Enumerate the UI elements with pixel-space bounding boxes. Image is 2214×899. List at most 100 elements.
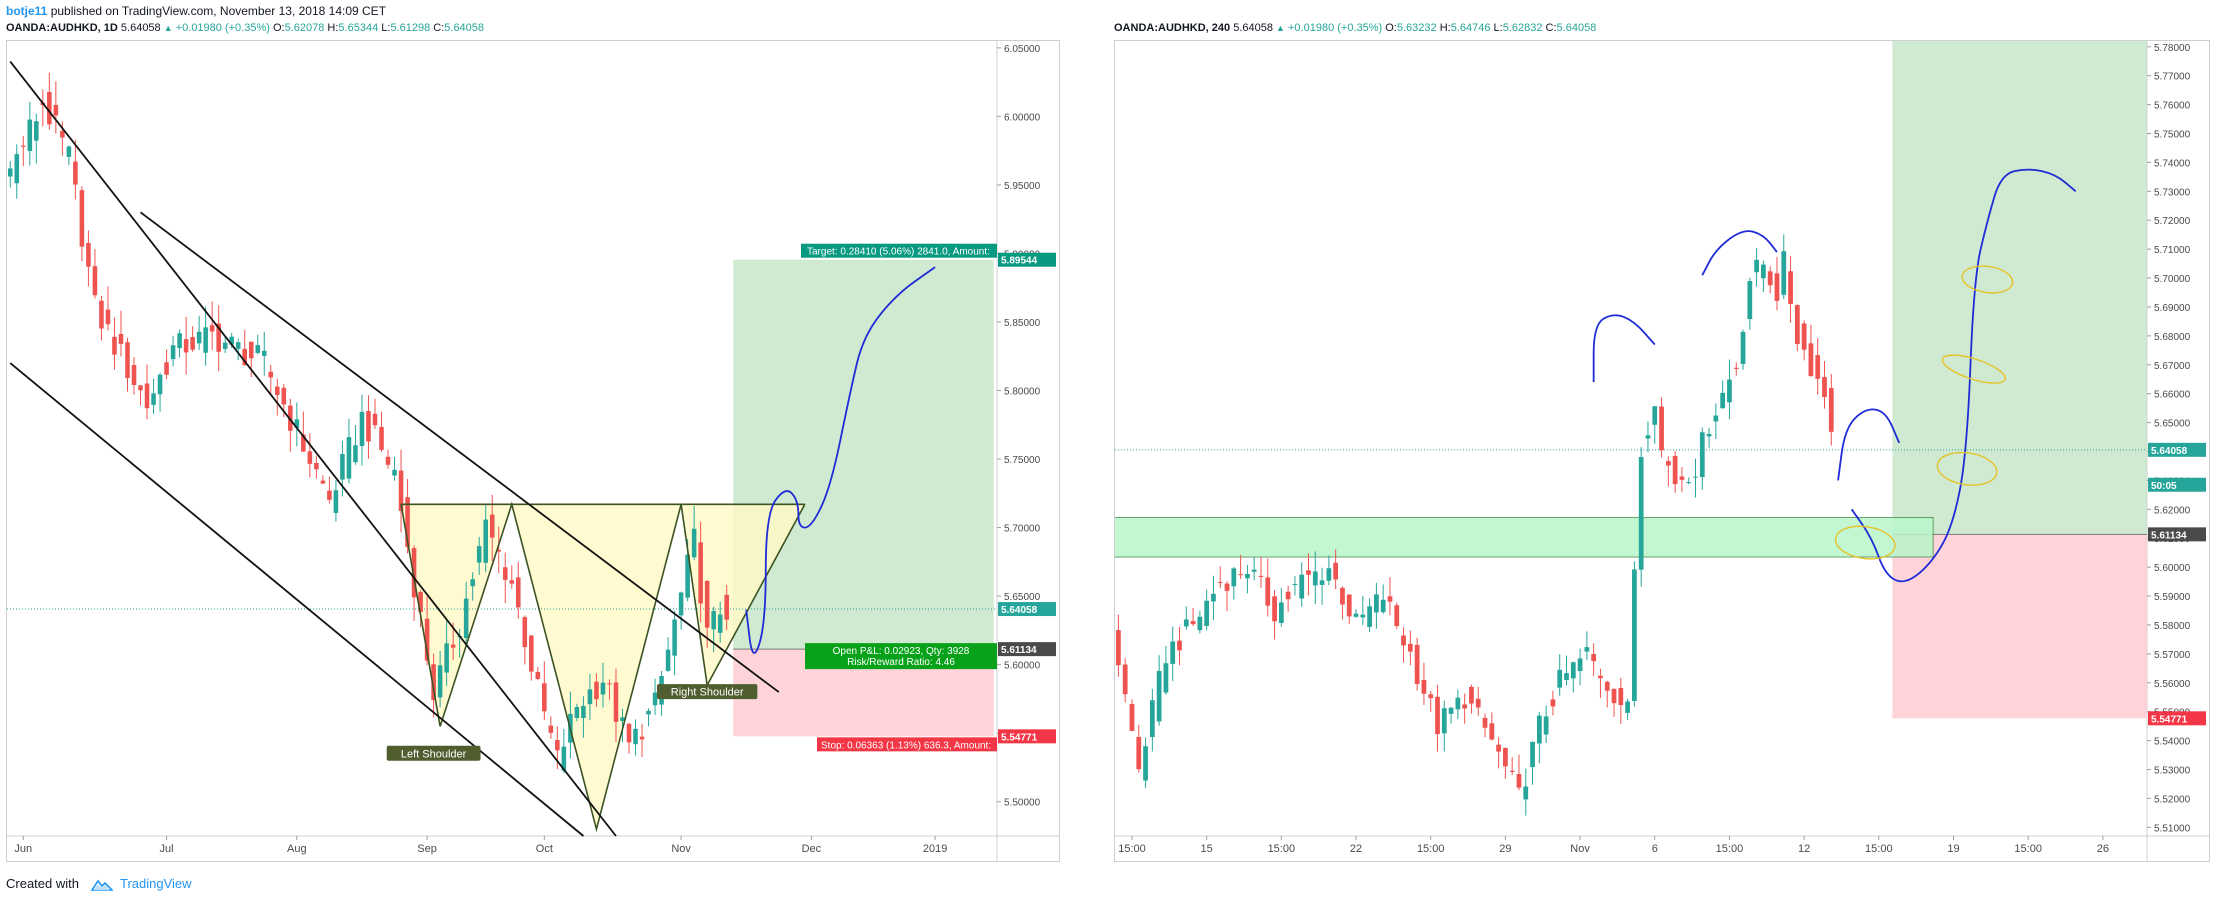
price-tick-label: 5.77000 — [2154, 72, 2191, 83]
candle-down — [1414, 644, 1420, 684]
price-axis-badge — [2148, 527, 2206, 542]
candle-up — [392, 469, 397, 476]
pattern-label-box — [386, 745, 481, 761]
up-arrow-icon: ▲ — [163, 23, 173, 33]
candle-down — [594, 681, 599, 700]
candle-down — [496, 549, 502, 552]
time-tick-label: Sep — [417, 843, 437, 855]
hand-drawn-path — [1592, 314, 1656, 383]
candle-up — [333, 490, 339, 513]
candle-up — [346, 437, 352, 479]
candle-up — [66, 146, 72, 157]
price-tick-label: 5.76000 — [2154, 101, 2191, 112]
candle-down — [281, 387, 287, 405]
stop-label: Stop: 0.06363 (1.13%) 636.3, Amount: — [821, 740, 991, 751]
time-tick-label: 15:00 — [1118, 843, 1146, 855]
price-tick-label: 5.75000 — [2154, 130, 2191, 141]
candle-up — [1781, 251, 1787, 295]
four-hour-chart-panel[interactable]: 5.78000 5.77000 5.76000 5.75000 5.74000 5.730… — [1114, 40, 2210, 862]
candle-up — [1747, 281, 1753, 320]
candle-down — [1177, 640, 1182, 651]
candle-down — [1346, 594, 1352, 617]
candle-up — [1523, 786, 1529, 800]
candle-down — [555, 740, 560, 751]
candle-up — [1720, 392, 1726, 409]
candle-down — [92, 266, 98, 296]
candle-up — [1686, 482, 1692, 484]
candle-down — [73, 161, 78, 185]
price-axis-badge-label: 5.54771 — [2151, 714, 2188, 725]
candle-up — [1638, 457, 1644, 570]
four-hour-chart-canvas[interactable]: 5.78000 5.77000 5.76000 5.75000 5.74000 5.730… — [1115, 41, 2209, 861]
price-change: +0.01980 (+0.35%) — [175, 22, 270, 34]
price-axis-badge — [2148, 477, 2206, 492]
symbol-label[interactable]: OANDA:AUDHKD, 240 — [1114, 22, 1231, 34]
candle-down — [698, 542, 703, 604]
price-tick-label: 5.50000 — [1004, 798, 1041, 809]
price-change: +0.01980 (+0.35%) — [1288, 22, 1383, 34]
candle-up — [561, 746, 567, 771]
candle-down — [1672, 455, 1678, 485]
candle-down — [1591, 654, 1597, 662]
price-tick-label: 5.56000 — [2154, 679, 2191, 690]
candle-down — [424, 618, 430, 661]
up-arrow-icon: ▲ — [1276, 23, 1285, 33]
price-tick-label: 5.66000 — [2154, 390, 2191, 401]
candle-down — [1387, 596, 1393, 602]
candle-up — [294, 419, 300, 428]
time-tick-label: Nov — [671, 843, 691, 855]
daily-chart-panel[interactable]: 6.050006.000005.950005.900005.850005.800… — [6, 40, 1060, 862]
candle-down — [724, 594, 729, 620]
time-tick-label: Jun — [14, 843, 32, 855]
candle-up — [196, 331, 202, 344]
author-link[interactable]: botje11 — [6, 4, 48, 18]
time-tick-label: 15:00 — [1716, 843, 1744, 855]
candle-down — [327, 490, 332, 500]
candle-down — [268, 371, 274, 378]
candle-down — [1475, 698, 1481, 708]
candle-up — [1645, 435, 1651, 439]
candle-up — [1211, 593, 1216, 602]
candle-up — [646, 710, 651, 715]
candle-up — [1292, 584, 1298, 586]
candle-up — [1543, 716, 1549, 735]
candle-down — [1733, 367, 1739, 369]
time-tick-label: 12 — [1798, 843, 1810, 855]
candle-up — [717, 614, 723, 633]
symbol-label[interactable]: OANDA:AUDHKD, 1D — [6, 22, 118, 34]
candle-down — [1503, 748, 1508, 767]
publish-info: published on TradingView.com, November 1… — [50, 4, 387, 18]
candle-up — [711, 611, 716, 630]
publish-header: botje11 published on TradingView.com, No… — [6, 4, 386, 18]
candle-down — [535, 671, 541, 679]
candle-down — [131, 364, 137, 385]
projection-path — [745, 266, 936, 654]
candle-up — [27, 119, 33, 152]
candle-up — [1761, 264, 1766, 279]
candle-up — [1455, 697, 1461, 710]
candle-up — [1448, 707, 1454, 714]
time-tick-label: Dec — [802, 843, 822, 855]
candle-down — [1129, 704, 1135, 731]
stop-zone — [1892, 534, 2147, 719]
tradingview-link[interactable]: TradingView — [120, 876, 192, 891]
open-value: 5.62078 — [284, 22, 325, 34]
candle-up — [600, 682, 606, 695]
candle-up — [476, 546, 482, 563]
time-tick-label: 22 — [1350, 843, 1362, 855]
daily-chart-canvas[interactable]: 6.050006.000005.950005.900005.850005.800… — [7, 41, 1059, 861]
price-axis-badge — [998, 729, 1056, 744]
candle-down — [509, 580, 515, 584]
candle-down — [1788, 271, 1793, 304]
candle-up — [1530, 741, 1535, 768]
candle-down — [53, 104, 59, 116]
price-tick-label: 5.80000 — [1004, 387, 1041, 398]
candle-up — [1570, 662, 1576, 679]
candle-up — [633, 728, 638, 745]
candle-down — [489, 514, 495, 538]
time-tick-label: 15:00 — [1417, 843, 1445, 855]
price-tick-label: 5.95000 — [1004, 181, 1041, 192]
time-tick-label: 15 — [1201, 843, 1213, 855]
price-tick-label: 5.59000 — [2154, 592, 2191, 603]
candle-down — [1665, 461, 1671, 466]
